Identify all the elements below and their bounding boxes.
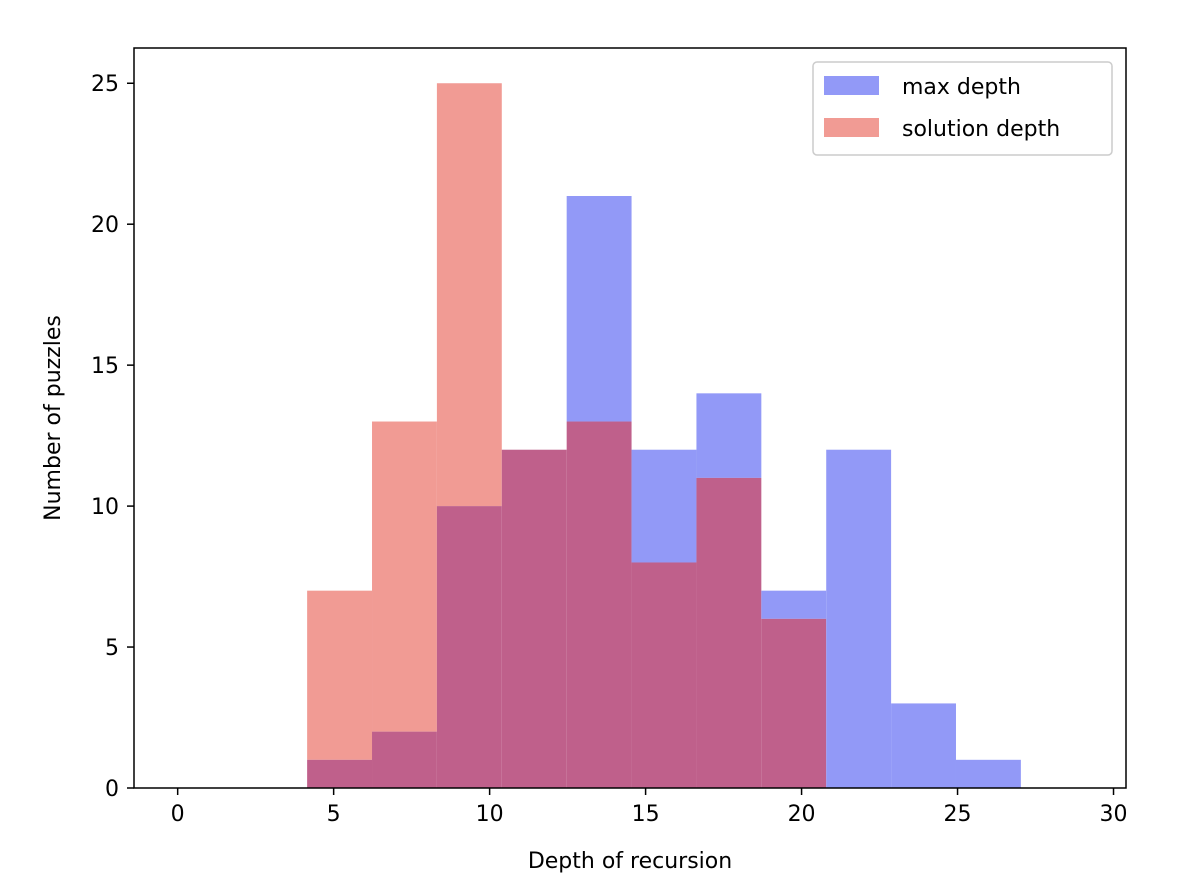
- bar-overlap-bin-6: [696, 477, 762, 788]
- bar-max-depth-bin-9: [891, 703, 956, 788]
- y-tick-label-5: 5: [105, 636, 119, 661]
- bar-overlap-bin-7: [761, 618, 827, 788]
- bar-overlap-bin-3: [501, 449, 567, 788]
- y-tick-label-20: 20: [91, 213, 119, 238]
- bar-overlap-bin-2: [436, 506, 502, 788]
- bar-max-depth-bin-4: [566, 196, 632, 422]
- bar-max-depth-bin-7: [761, 590, 827, 619]
- bar-solution-depth-bin-2: [436, 83, 502, 507]
- bar-solution-depth-bin-1: [372, 421, 437, 732]
- legend: max depth solution depth: [812, 61, 1113, 156]
- bar-max-depth-bin-5: [631, 449, 697, 563]
- x-tick-label-0: 0: [171, 802, 185, 827]
- bars-group: [307, 83, 1021, 788]
- y-axis-label: Number of puzzles: [41, 315, 66, 521]
- y-tick-label-10: 10: [91, 495, 119, 520]
- legend-swatch-max-depth: [824, 76, 879, 95]
- bar-overlap-bin-0: [307, 759, 373, 788]
- x-tick-label-30: 30: [1100, 802, 1128, 827]
- legend-swatch-solution-depth: [824, 118, 879, 137]
- bar-max-depth-bin-6: [696, 393, 762, 478]
- bar-overlap-bin-5: [631, 562, 697, 788]
- x-tick-label-5: 5: [327, 802, 341, 827]
- axes-frame: [133, 47, 1127, 789]
- y-axis-ticks: 0 5 10 15 20 25: [91, 72, 134, 802]
- x-tick-label-25: 25: [944, 802, 972, 827]
- bar-overlap-bin-1: [372, 731, 437, 788]
- y-tick-label-0: 0: [105, 777, 119, 802]
- x-tick-label-15: 15: [632, 802, 660, 827]
- x-axis-label: Depth of recursion: [528, 849, 732, 874]
- x-axis-ticks: 0 5 10 15 20 25 30: [171, 788, 1128, 827]
- legend-label-max-depth: max depth: [902, 75, 1021, 100]
- legend-label-solution-depth: solution depth: [902, 117, 1060, 142]
- x-tick-label-20: 20: [788, 802, 816, 827]
- bar-overlap-bin-4: [566, 421, 632, 788]
- bar-solution-depth-bin-0: [307, 590, 373, 760]
- bar-max-depth-bin-8: [826, 449, 892, 788]
- x-tick-label-10: 10: [476, 802, 504, 827]
- legend-frame: [812, 61, 1113, 156]
- y-tick-label-15: 15: [91, 354, 119, 379]
- bar-max-depth-bin-10: [955, 759, 1021, 788]
- y-tick-label-25: 25: [91, 72, 119, 97]
